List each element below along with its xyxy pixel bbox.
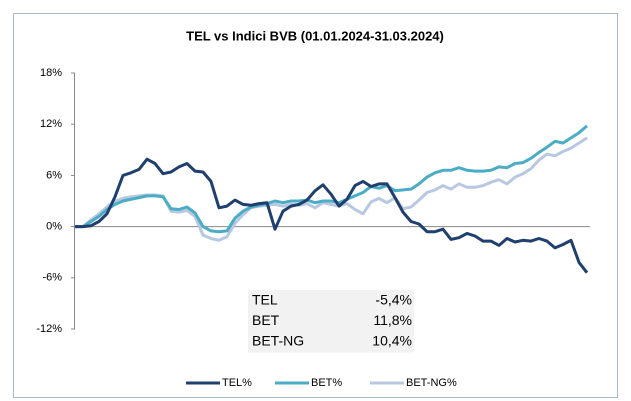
- y-tick-label: 18%: [40, 67, 62, 79]
- y-tick-label: 0%: [46, 221, 62, 233]
- table-label: TEL: [252, 292, 278, 308]
- chart-title: TEL vs Indici BVB (01.01.2024-31.03.2024…: [186, 28, 444, 43]
- legend-label: BET%: [311, 377, 342, 389]
- summary-table: [248, 290, 414, 353]
- y-tick-label: -12%: [36, 323, 62, 335]
- table-value: -5,4%: [375, 292, 412, 308]
- line-series: [75, 157, 589, 274]
- line-series: [75, 124, 588, 234]
- y-tick-label: 6%: [46, 169, 62, 181]
- table-label: BET: [252, 312, 280, 328]
- table-label: BET-NG: [252, 333, 304, 349]
- table-value: 10,4%: [372, 333, 412, 349]
- table-value: 11,8%: [373, 312, 412, 328]
- legend-label: BET-NG%: [406, 377, 457, 389]
- legend-label: TEL%: [222, 377, 252, 389]
- y-tick-label: 12%: [40, 118, 62, 130]
- y-tick-label: -6%: [42, 272, 62, 284]
